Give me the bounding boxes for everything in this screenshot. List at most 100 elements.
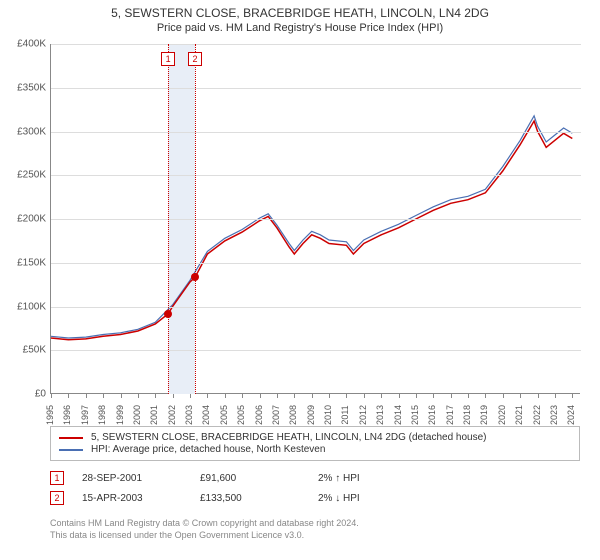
transaction-table: 128-SEP-2001£91,6002% ↑ HPI215-APR-2003£… xyxy=(50,468,580,508)
x-axis-label: 2019 xyxy=(479,405,489,425)
x-axis-label: 1995 xyxy=(45,405,55,425)
gridline xyxy=(51,175,581,176)
x-axis-label: 2012 xyxy=(358,405,368,425)
y-axis-label: £200K xyxy=(0,214,46,225)
x-axis-label: 2006 xyxy=(254,405,264,425)
x-axis-label: 2020 xyxy=(497,405,507,425)
x-axis-label: 2014 xyxy=(393,405,403,425)
x-axis-label: 2013 xyxy=(375,405,385,425)
gridline xyxy=(51,263,581,264)
transaction-row: 128-SEP-2001£91,6002% ↑ HPI xyxy=(50,468,580,488)
x-tick xyxy=(520,394,521,398)
legend-swatch xyxy=(59,437,83,439)
x-tick xyxy=(225,394,226,398)
footer-line-2: This data is licensed under the Open Gov… xyxy=(50,530,580,542)
y-axis-label: £150K xyxy=(0,257,46,268)
legend-label: HPI: Average price, detached house, Nort… xyxy=(91,444,325,455)
transaction-marker-index: 1 xyxy=(161,52,175,66)
y-axis-label: £300K xyxy=(0,126,46,137)
transaction-marker-dot xyxy=(191,273,199,281)
transaction-index: 1 xyxy=(50,471,64,485)
transaction-marker-line xyxy=(168,44,169,394)
plot-area: 12 xyxy=(50,44,580,394)
transaction-date: 15-APR-2003 xyxy=(82,493,182,504)
x-axis-label: 2018 xyxy=(462,405,472,425)
x-tick xyxy=(451,394,452,398)
transaction-price: £91,600 xyxy=(200,473,300,484)
x-axis-label: 2015 xyxy=(410,405,420,425)
legend-label: 5, SEWSTERN CLOSE, BRACEBRIDGE HEATH, LI… xyxy=(91,432,487,443)
gridline xyxy=(51,219,581,220)
footer-line-1: Contains HM Land Registry data © Crown c… xyxy=(50,518,580,530)
x-tick xyxy=(312,394,313,398)
x-axis-label: 2000 xyxy=(132,405,142,425)
y-axis-label: £100K xyxy=(0,301,46,312)
y-axis-label: £400K xyxy=(0,39,46,50)
x-tick xyxy=(260,394,261,398)
x-axis-label: 2016 xyxy=(427,405,437,425)
x-tick xyxy=(555,394,556,398)
x-tick xyxy=(399,394,400,398)
gridline xyxy=(51,88,581,89)
legend-swatch xyxy=(59,449,83,451)
y-axis-label: £50K xyxy=(0,345,46,356)
x-axis-label: 2007 xyxy=(271,405,281,425)
x-tick xyxy=(138,394,139,398)
x-tick xyxy=(86,394,87,398)
x-tick xyxy=(242,394,243,398)
x-tick xyxy=(329,394,330,398)
transaction-index: 2 xyxy=(50,491,64,505)
x-axis-label: 1996 xyxy=(62,405,72,425)
x-axis-label: 2003 xyxy=(184,405,194,425)
x-tick xyxy=(173,394,174,398)
x-axis-label: 2022 xyxy=(532,405,542,425)
transaction-price: £133,500 xyxy=(200,493,300,504)
x-axis-label: 1999 xyxy=(115,405,125,425)
x-tick xyxy=(381,394,382,398)
legend-item: HPI: Average price, detached house, Nort… xyxy=(59,444,571,455)
x-tick xyxy=(538,394,539,398)
x-axis-label: 2009 xyxy=(306,405,316,425)
legend-item: 5, SEWSTERN CLOSE, BRACEBRIDGE HEATH, LI… xyxy=(59,432,571,443)
x-tick xyxy=(572,394,573,398)
gridline xyxy=(51,307,581,308)
chart-subtitle: Price paid vs. HM Land Registry's House … xyxy=(0,22,600,34)
chart-title: 5, SEWSTERN CLOSE, BRACEBRIDGE HEATH, LI… xyxy=(0,6,600,20)
y-axis-label: £0 xyxy=(0,389,46,400)
y-axis-label: £350K xyxy=(0,82,46,93)
x-axis-label: 2005 xyxy=(219,405,229,425)
x-tick xyxy=(416,394,417,398)
series-hpi xyxy=(51,116,572,338)
x-axis-label: 2023 xyxy=(549,405,559,425)
transaction-marker-index: 2 xyxy=(188,52,202,66)
gridline xyxy=(51,44,581,45)
x-tick xyxy=(190,394,191,398)
x-axis-label: 1997 xyxy=(80,405,90,425)
x-axis-label: 2001 xyxy=(149,405,159,425)
x-axis-label: 2011 xyxy=(340,405,350,424)
x-axis-label: 2010 xyxy=(323,405,333,425)
x-tick xyxy=(485,394,486,398)
x-tick xyxy=(207,394,208,398)
x-tick xyxy=(51,394,52,398)
x-tick xyxy=(294,394,295,398)
gridline xyxy=(51,350,581,351)
x-tick xyxy=(103,394,104,398)
x-axis-label: 2021 xyxy=(514,405,524,425)
transaction-marker-line xyxy=(195,44,196,394)
x-tick xyxy=(503,394,504,398)
transaction-row: 215-APR-2003£133,5002% ↓ HPI xyxy=(50,488,580,508)
x-tick xyxy=(277,394,278,398)
x-tick xyxy=(433,394,434,398)
x-axis-label: 1998 xyxy=(97,405,107,425)
x-tick xyxy=(346,394,347,398)
x-axis-label: 2024 xyxy=(566,405,576,425)
gridline xyxy=(51,132,581,133)
x-axis-label: 2005 xyxy=(236,405,246,425)
legend: 5, SEWSTERN CLOSE, BRACEBRIDGE HEATH, LI… xyxy=(50,426,580,461)
x-axis-label: 2008 xyxy=(288,405,298,425)
x-tick xyxy=(468,394,469,398)
chart-area: 12 £0£50K£100K£150K£200K£250K£300K£350K£… xyxy=(50,44,580,414)
x-tick xyxy=(364,394,365,398)
x-axis-label: 2017 xyxy=(445,405,455,425)
